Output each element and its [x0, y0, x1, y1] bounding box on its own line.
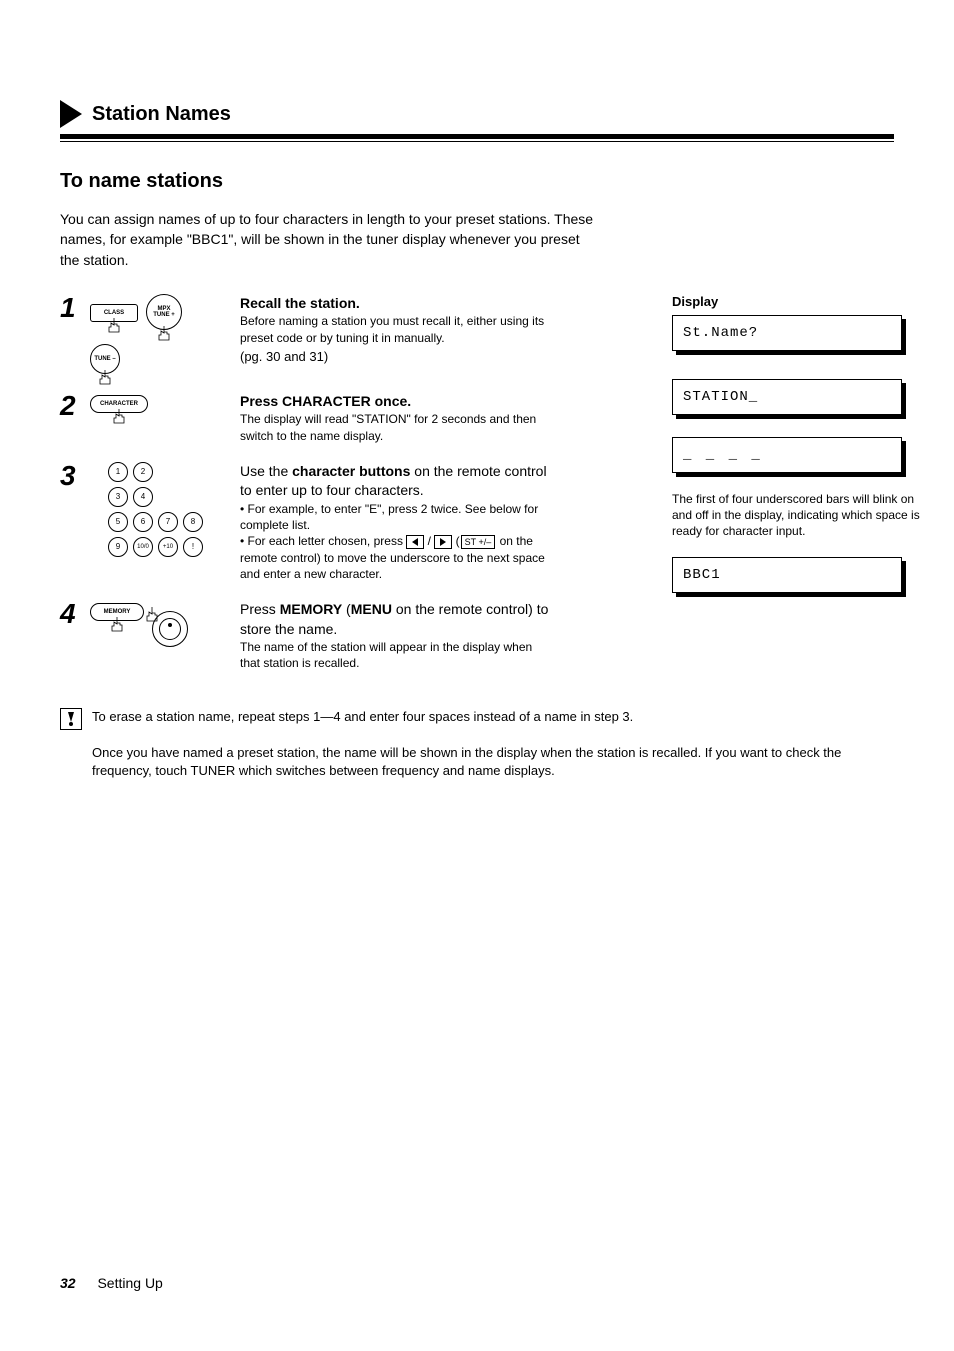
- page: Station Names To name stations You can a…: [0, 0, 954, 1351]
- key-4: 4: [133, 487, 153, 507]
- keypad-icon: 1 2 3 4 5 6 7 8 9 10/0 +10: [108, 462, 205, 559]
- press-hand-icon: [97, 370, 113, 386]
- header: Station Names: [60, 100, 894, 128]
- note-2-text: Once you have named a preset station, th…: [92, 744, 894, 782]
- memory-button-icon: MEMORY: [90, 600, 144, 621]
- thick-rule: [60, 134, 894, 139]
- display-text-1: St.Name?: [672, 315, 902, 351]
- key-9: 9: [108, 537, 128, 557]
- step-4-num: 4: [60, 600, 90, 628]
- arrow-left-icon: [406, 535, 424, 549]
- display-text-4: BBC1: [672, 557, 902, 593]
- key-plus10: +10: [158, 537, 178, 557]
- step-3-num: 3: [60, 462, 90, 490]
- intro-text: You can assign names of up to four chara…: [60, 209, 600, 270]
- step-3-sub2: • For each letter chosen, press / (ST +/…: [240, 533, 550, 582]
- notes: To erase a station name, repeat steps 1—…: [60, 708, 894, 782]
- display-column: Display St.Name? STATION_ _ _ _ _ The fi…: [672, 294, 952, 616]
- page-number: 32: [60, 1275, 76, 1291]
- key-7: 7: [158, 512, 178, 532]
- note-1: To erase a station name, repeat steps 1—…: [60, 708, 894, 730]
- step-1-num: 1: [60, 294, 90, 322]
- step-1-pgref: (pg. 30 and 31): [240, 348, 550, 366]
- note-2: Once you have named a preset station, th…: [60, 744, 894, 782]
- key-bang: !: [183, 537, 203, 557]
- under-display-note: The first of four underscored bars will …: [672, 491, 922, 540]
- step-3-sub1: • For example, to enter "E", press 2 twi…: [240, 501, 550, 533]
- step-3-main: Use the character buttons on the remote …: [240, 462, 550, 501]
- key-2: 2: [133, 462, 153, 482]
- key-1: 1: [108, 462, 128, 482]
- press-hand-icon: [109, 617, 125, 633]
- display-box-1: St.Name?: [672, 315, 906, 355]
- press-hand-icon: [144, 607, 160, 623]
- display-label: Display: [672, 294, 952, 309]
- footer: 32 Setting Up: [60, 1275, 163, 1291]
- display-box-3: _ _ _ _: [672, 437, 906, 477]
- key-10: 10/0: [133, 537, 153, 557]
- key-3: 3: [108, 487, 128, 507]
- tune-minus-button-icon: TUNE –: [90, 344, 120, 374]
- step-2-main: Press CHARACTER once.: [240, 392, 550, 412]
- step-2-num: 2: [60, 392, 90, 420]
- arrow-right-icon: [434, 535, 452, 549]
- display-box-4: BBC1: [672, 557, 906, 597]
- main-content: Display St.Name? STATION_ _ _ _ _ The fi…: [60, 294, 894, 781]
- step-4-sub: The name of the station will appear in t…: [240, 639, 550, 671]
- class-button-icon: CLASS: [90, 301, 138, 322]
- display-text-2: STATION_: [672, 379, 902, 415]
- press-hand-icon: [106, 318, 122, 334]
- key-8: 8: [183, 512, 203, 532]
- header-title: Station Names: [92, 103, 231, 126]
- step-1-sub: Before naming a station you must recall …: [240, 313, 550, 345]
- display-text-3: _ _ _ _: [672, 437, 902, 473]
- step-1-main: Recall the station.: [240, 294, 550, 314]
- chapter-label: Setting Up: [97, 1275, 162, 1291]
- character-button-icon: CHARACTER: [90, 392, 148, 413]
- step-2-sub: The display will read "STATION" for 2 se…: [240, 411, 550, 443]
- press-hand-icon: [111, 409, 127, 425]
- key-5: 5: [108, 512, 128, 532]
- thin-rule: [60, 141, 894, 142]
- play-triangle-icon: [60, 100, 82, 128]
- subtitle: To name stations: [60, 170, 894, 193]
- press-hand-icon: [156, 326, 172, 342]
- key-6: 6: [133, 512, 153, 532]
- display-box-2: STATION_: [672, 379, 906, 419]
- step-4-main: Press MEMORY (MENU on the remote control…: [240, 600, 550, 639]
- st-plus-minus-key: ST +/–: [461, 535, 496, 549]
- warning-icon: [60, 708, 82, 730]
- mpx-tune-plus-button-icon: MPX TUNE +: [146, 294, 182, 330]
- note-1-text: To erase a station name, repeat steps 1—…: [92, 708, 633, 727]
